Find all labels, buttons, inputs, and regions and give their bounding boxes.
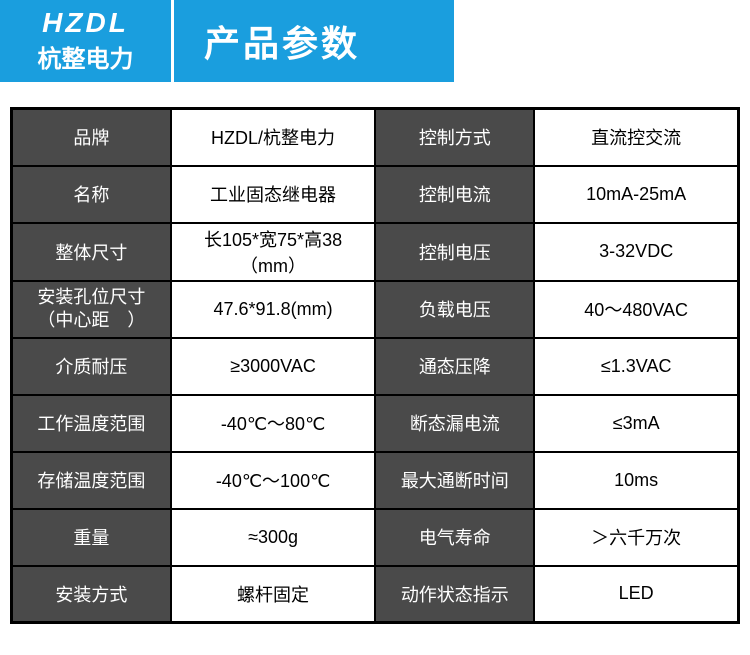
param-label: 安装孔位尺寸（中心距 ） — [12, 281, 171, 338]
param-value: ＞六千万次 — [534, 509, 738, 566]
param-value: ≤3mA — [534, 395, 738, 452]
table-row: 安装孔位尺寸（中心距 ）47.6*91.8(mm)负载电压40～480VAC — [12, 281, 739, 338]
table-row: 重量≈300g电气寿命＞六千万次 — [12, 509, 739, 566]
spec-table: 品牌HZDL/杭整电力控制方式直流控交流名称工业固态继电器控制电流10mA-25… — [10, 107, 740, 624]
param-label: 安装方式 — [12, 566, 171, 623]
logo-block: HZDL 杭整电力 — [0, 0, 174, 82]
param-label: 名称 — [12, 166, 171, 223]
param-label: 整体尺寸 — [12, 223, 171, 281]
param-value: 40～480VAC — [534, 281, 738, 338]
param-label: 最大通断时间 — [375, 452, 534, 509]
param-label: 介质耐压 — [12, 338, 171, 395]
spacer — [0, 82, 750, 107]
param-value: 工业固态继电器 — [171, 166, 375, 223]
param-value: 长105*宽75*高38（mm） — [171, 223, 375, 281]
param-label: 通态压降 — [375, 338, 534, 395]
param-value: 10mA-25mA — [534, 166, 738, 223]
param-label: 控制方式 — [375, 109, 534, 166]
param-label: 品牌 — [12, 109, 171, 166]
param-value: ≥3000VAC — [171, 338, 375, 395]
table-row: 介质耐压≥3000VAC通态压降≤1.3VAC — [12, 338, 739, 395]
param-label: 控制电流 — [375, 166, 534, 223]
param-label: 负载电压 — [375, 281, 534, 338]
param-value: -40℃～100℃ — [171, 452, 375, 509]
table-row: 整体尺寸长105*宽75*高38（mm）控制电压3-32VDC — [12, 223, 739, 281]
param-value: 螺杆固定 — [171, 566, 375, 623]
page-title: 产品参数 — [174, 0, 454, 82]
table-row: 品牌HZDL/杭整电力控制方式直流控交流 — [12, 109, 739, 166]
logo-english: HZDL — [42, 9, 129, 37]
table-row: 存储温度范围-40℃～100℃最大通断时间10ms — [12, 452, 739, 509]
param-value: ≈300g — [171, 509, 375, 566]
param-value: LED — [534, 566, 738, 623]
param-value: HZDL/杭整电力 — [171, 109, 375, 166]
param-label: 断态漏电流 — [375, 395, 534, 452]
param-value: 47.6*91.8(mm) — [171, 281, 375, 338]
param-label: 存储温度范围 — [12, 452, 171, 509]
param-value: 3-32VDC — [534, 223, 738, 281]
param-value: 10ms — [534, 452, 738, 509]
table-row: 安装方式螺杆固定动作状态指示LED — [12, 566, 739, 623]
param-value: -40℃～80℃ — [171, 395, 375, 452]
param-value: ≤1.3VAC — [534, 338, 738, 395]
param-label: 控制电压 — [375, 223, 534, 281]
param-value: 直流控交流 — [534, 109, 738, 166]
logo-chinese: 杭整电力 — [38, 39, 134, 74]
param-label: 动作状态指示 — [375, 566, 534, 623]
table-row: 名称工业固态继电器控制电流10mA-25mA — [12, 166, 739, 223]
param-label: 重量 — [12, 509, 171, 566]
table-row: 工作温度范围-40℃～80℃断态漏电流≤3mA — [12, 395, 739, 452]
param-label: 工作温度范围 — [12, 395, 171, 452]
param-label: 电气寿命 — [375, 509, 534, 566]
header: HZDL 杭整电力 产品参数 — [0, 0, 750, 82]
